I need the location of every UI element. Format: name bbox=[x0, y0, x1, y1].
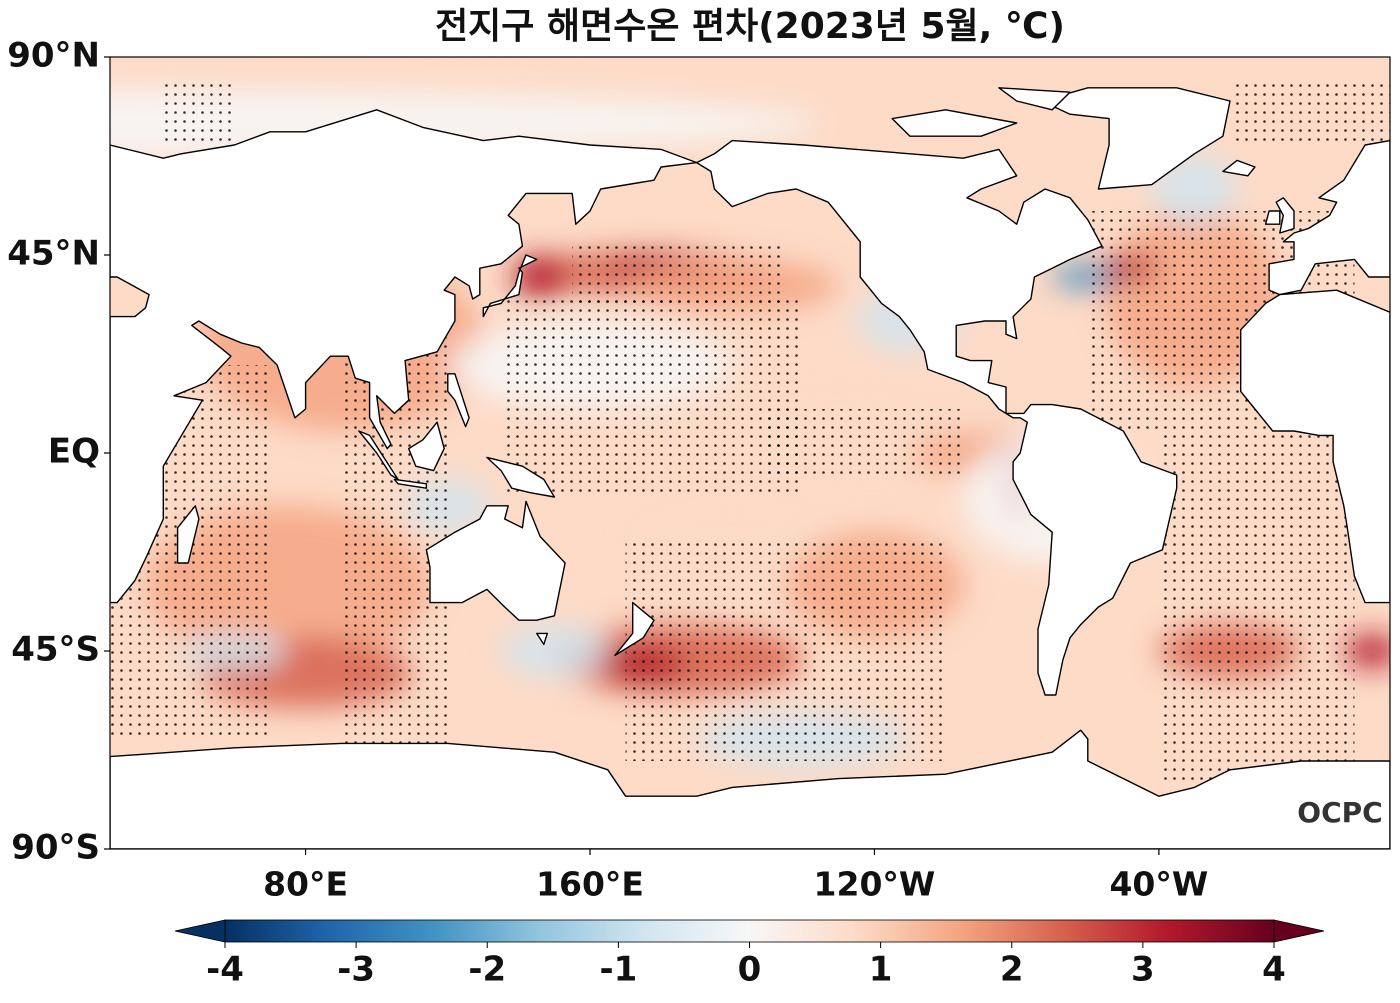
landmass bbox=[1222, 159, 1256, 177]
colorbar-tick-label: -4 bbox=[206, 950, 244, 990]
colorbar-body bbox=[224, 919, 1275, 943]
landmass bbox=[110, 729, 1390, 849]
landmass bbox=[408, 421, 445, 472]
anomaly-blob bbox=[501, 624, 608, 678]
x-tick-label: 40°W bbox=[1109, 865, 1208, 904]
landmass bbox=[696, 139, 1178, 696]
x-tick-label: 120°W bbox=[814, 865, 936, 904]
landmass bbox=[393, 478, 428, 489]
colorbar-tick-label: -2 bbox=[468, 950, 506, 990]
axes: 90°N 45°N EQ 45°S 90°S 80°E 160°E 120°W 40°W bbox=[7, 36, 1208, 904]
colorbar-tick-label: -1 bbox=[599, 950, 637, 990]
colorbar-tick-label: -3 bbox=[337, 950, 375, 990]
landmass bbox=[891, 109, 1018, 137]
stippling bbox=[767, 409, 964, 475]
stippling bbox=[1230, 83, 1390, 145]
landmass bbox=[447, 373, 470, 428]
colorbar-extend-low bbox=[174, 919, 226, 943]
map-title: 전지구 해면수온 편차(2023년 5월, ℃) bbox=[435, 6, 1065, 47]
stippling bbox=[625, 541, 946, 761]
landmass bbox=[425, 500, 566, 621]
y-tick-label: 45°S bbox=[11, 630, 100, 670]
landmass bbox=[358, 430, 399, 481]
y-tick-label: 90°S bbox=[11, 828, 100, 868]
landmass bbox=[176, 505, 200, 564]
stippling bbox=[1158, 431, 1355, 783]
y-tick-label: 45°N bbox=[7, 234, 100, 274]
stippling bbox=[163, 83, 235, 145]
landmass bbox=[998, 87, 1071, 111]
colorbar-tick-label: 2 bbox=[1000, 950, 1024, 990]
landmass bbox=[1239, 289, 1390, 604]
colorbar-tick-label: 0 bbox=[738, 950, 762, 990]
landmass bbox=[1040, 87, 1231, 190]
landmass bbox=[110, 109, 698, 604]
y-tick-label: 90°N bbox=[7, 36, 100, 76]
colorbar: -4 -3 -2 -1 0 1 2 3 4 bbox=[174, 919, 1325, 990]
landmass bbox=[536, 632, 548, 646]
x-tick-label: 80°E bbox=[263, 865, 348, 904]
colorbar-tick-label: 1 bbox=[869, 950, 893, 990]
stippling bbox=[501, 299, 804, 497]
landmass bbox=[614, 601, 655, 657]
anomaly-blob bbox=[511, 255, 569, 299]
stippling bbox=[572, 241, 786, 304]
anomaly-blob bbox=[1343, 633, 1390, 669]
land bbox=[110, 87, 1390, 849]
landmass bbox=[486, 456, 556, 498]
x-tick-label: 160°E bbox=[536, 865, 644, 904]
anomaly-blob bbox=[1151, 153, 1238, 225]
logo: OCPC bbox=[1297, 796, 1382, 829]
colorbar-tick-label: 3 bbox=[1131, 950, 1155, 990]
landmass bbox=[1268, 139, 1390, 296]
landmass bbox=[1264, 210, 1281, 225]
landmass bbox=[482, 254, 538, 318]
landmass bbox=[1275, 197, 1295, 234]
y-tick-label: EQ bbox=[48, 432, 100, 472]
colorbar-tick-label: 4 bbox=[1262, 950, 1286, 990]
colorbar-extend-high bbox=[1273, 919, 1325, 943]
